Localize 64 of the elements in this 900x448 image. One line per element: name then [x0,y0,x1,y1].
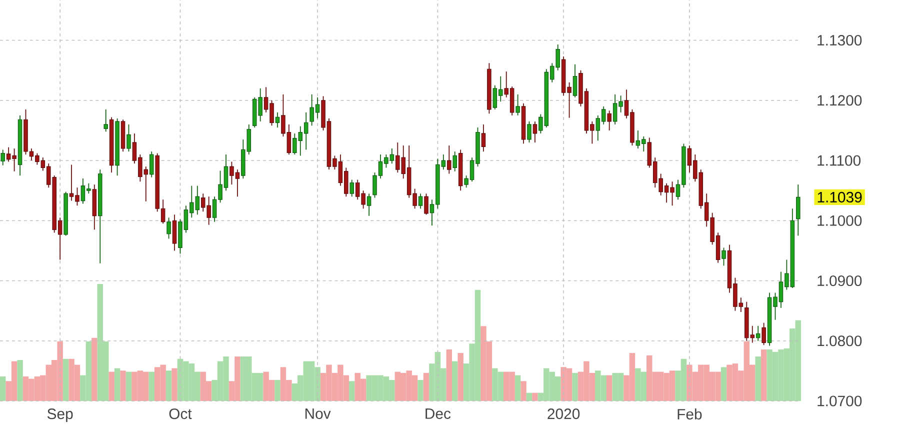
candlestick [0,149,5,166]
candlestick [532,120,538,143]
candlestick [126,124,131,152]
bar [532,392,538,401]
bar [62,358,69,401]
bar [166,370,172,401]
x-tick-label: Nov [305,408,331,419]
y-tick-label: 1.1000 [818,215,862,226]
bar [108,372,114,401]
bar [520,381,526,401]
candlestick [722,247,726,266]
candlestick [172,214,177,252]
candlestick [418,193,423,210]
bar [92,338,98,401]
bar [514,375,521,401]
candlestick [166,217,171,240]
y-tick-label: 1.1300 [818,34,862,46]
y-tick-label: 1.0800 [818,336,862,346]
bar [172,368,178,401]
bar [418,380,424,401]
bar [120,370,126,401]
candlestick [275,112,280,128]
y-tick-label: 1.1200 [818,95,862,106]
candlestick [104,108,108,132]
candlestick [527,120,532,143]
bar [458,353,464,401]
bar [572,372,578,401]
y-tick-label: 1.0700 [818,396,862,406]
candlestick [796,184,800,236]
bar [720,367,727,401]
bar [17,360,23,401]
x-tick-label: Feb [678,408,702,420]
x-tick-label: Dec [426,408,451,419]
bar [0,376,6,401]
text: 1.1039 [818,192,862,202]
candlestick [350,179,354,198]
x-tick-label: Oct [169,408,192,420]
candlestick [607,110,612,131]
candlestick [452,151,457,172]
x-tick-label: Sep [47,408,73,422]
bar [126,372,132,401]
bar [114,368,120,401]
candlestick [762,322,766,346]
y-tick-label: 1.0900 [818,275,862,286]
bar [349,381,355,401]
bar [606,375,612,401]
y-tick-label: 1.1100 [818,155,861,166]
candlestick [447,145,452,174]
x-tick-label: 2020 [548,408,580,420]
bar [446,350,452,401]
bar [274,380,280,401]
bar [452,361,458,401]
candlestick [149,151,154,178]
bar [423,372,430,401]
candlestick [756,325,760,342]
candlestick [366,193,372,216]
candlestick [481,124,486,152]
bar [755,356,761,401]
candlestick [516,94,520,116]
candlestick [572,64,578,98]
bar [760,350,767,401]
bar [148,372,154,401]
candlestick [424,193,428,216]
bar [526,392,532,401]
